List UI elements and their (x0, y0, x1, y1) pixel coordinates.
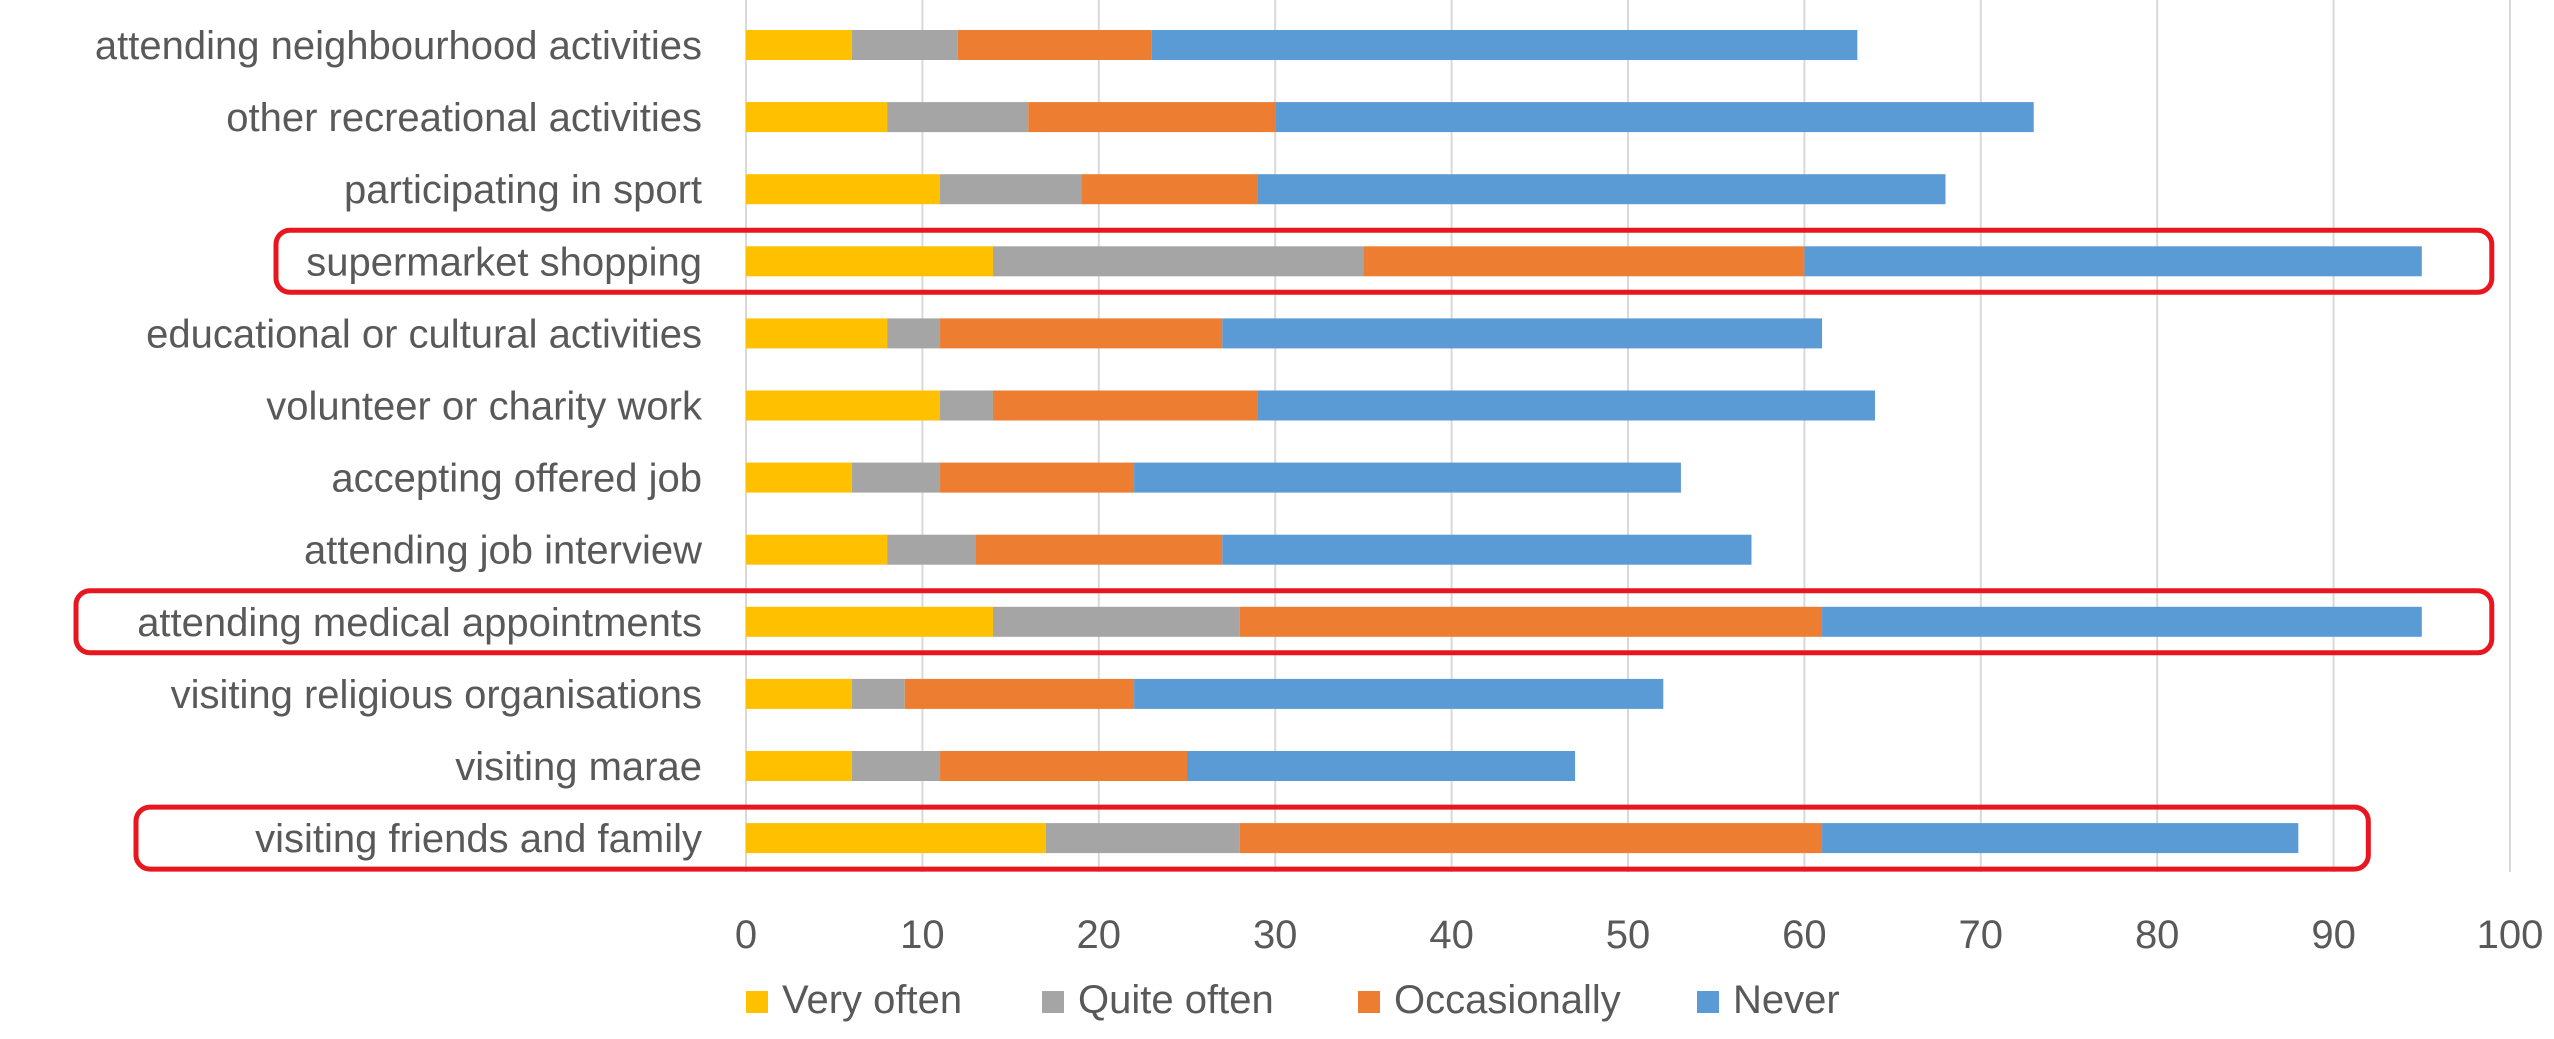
x-tick-label: 30 (1253, 913, 1298, 957)
bars (746, 30, 2422, 854)
category-label: attending medical appointments (137, 601, 702, 645)
legend-swatch (746, 991, 768, 1013)
bar-segment (746, 751, 852, 781)
bar-segment (1081, 174, 1258, 205)
bar-segment (746, 462, 852, 493)
bar-segment (1222, 318, 1823, 349)
bar-segment (851, 462, 941, 493)
x-tick-label: 70 (1959, 913, 2004, 957)
gridlines (745, 0, 2511, 872)
category-label: volunteer or charity work (266, 385, 703, 429)
highlight-boxes (73, 227, 2495, 872)
bar-segment (940, 318, 1223, 349)
x-tick-label: 40 (1429, 913, 1474, 957)
bar-segment (1822, 823, 2299, 854)
legend-label: Very often (782, 978, 962, 1022)
bar-segment (887, 102, 1029, 133)
bar-segment (940, 751, 1187, 781)
highlight-box (273, 227, 2495, 295)
category-label: supermarket shopping (306, 240, 702, 284)
bar-segment (851, 678, 905, 709)
bar-segment (904, 678, 1135, 709)
bar-segment (746, 102, 888, 133)
category-labels: attending neighbourhood activities other … (95, 24, 703, 861)
bar-segment (746, 678, 852, 709)
x-tick-label: 60 (1782, 913, 1827, 957)
bar-segment (940, 174, 1082, 205)
bar-segment (992, 390, 1258, 421)
category-label: visiting religious organisations (171, 673, 702, 717)
bar-segment (1239, 823, 1823, 854)
category-label: participating in sport (344, 168, 702, 212)
category-label: visiting marae (455, 745, 702, 789)
bar-segment (940, 462, 1135, 493)
category-label: other recreational activities (226, 96, 702, 140)
x-tick-label: 90 (2311, 913, 2356, 957)
bar-segment (1222, 534, 1752, 565)
bar-segment (746, 390, 941, 421)
bar-segment (1134, 462, 1681, 493)
bar-segment (746, 823, 1046, 854)
x-tick-label: 100 (2477, 913, 2544, 957)
category-label: attending neighbourhood activities (95, 24, 702, 68)
bar-segment (1804, 246, 2422, 277)
bar-segment (887, 534, 976, 565)
bar-segment (1134, 678, 1664, 709)
bar-segment (1151, 30, 1858, 60)
bar-segment (746, 606, 993, 637)
bar-segment (957, 30, 1152, 60)
legend-swatch (1042, 991, 1064, 1013)
legend: Very often Quite often Occasionally Never (746, 978, 1840, 1022)
x-tick-label: 50 (1606, 913, 1651, 957)
bar-segment (1822, 606, 2422, 637)
bar-segment (1257, 390, 1875, 421)
bar-segment (1187, 751, 1576, 781)
bar-segment (940, 390, 993, 421)
category-label: attending job interview (304, 529, 702, 573)
bar-segment (1257, 174, 1946, 205)
x-tick-label: 80 (2135, 913, 2180, 957)
legend-label: Quite often (1078, 978, 1274, 1022)
x-tick-label: 20 (1077, 913, 1122, 957)
bar-segment (746, 174, 941, 205)
x-axis-ticks: 0 10 20 30 40 50 60 70 80 90 100 (735, 913, 2544, 957)
legend-label: Occasionally (1394, 978, 1621, 1022)
bar-segment (975, 534, 1223, 565)
bar-segment (851, 30, 958, 60)
bar-segment (992, 246, 1364, 277)
bar-segment (746, 246, 993, 277)
bar-segment (1045, 823, 1240, 854)
bar-segment (1239, 606, 1823, 637)
category-label: visiting friends and family (255, 817, 702, 861)
bar-segment (887, 318, 941, 349)
bar-segment (1028, 102, 1276, 133)
legend-swatch (1697, 991, 1719, 1013)
bar-segment (746, 30, 852, 60)
legend-label: Never (1733, 978, 1840, 1022)
x-tick-label: 10 (900, 913, 945, 957)
bar-segment (1275, 102, 2034, 133)
x-tick-label: 0 (735, 913, 757, 957)
legend-swatch (1358, 991, 1380, 1013)
bar-segment (851, 751, 941, 781)
bar-segment (746, 534, 888, 565)
bar-segment (992, 606, 1240, 637)
bar-segment (746, 318, 888, 349)
category-label: accepting offered job (331, 457, 702, 501)
highlight-box (133, 804, 2371, 872)
highlight-box (73, 588, 2495, 656)
bar-segment (1363, 246, 1805, 277)
category-label: educational or cultural activities (146, 312, 702, 356)
